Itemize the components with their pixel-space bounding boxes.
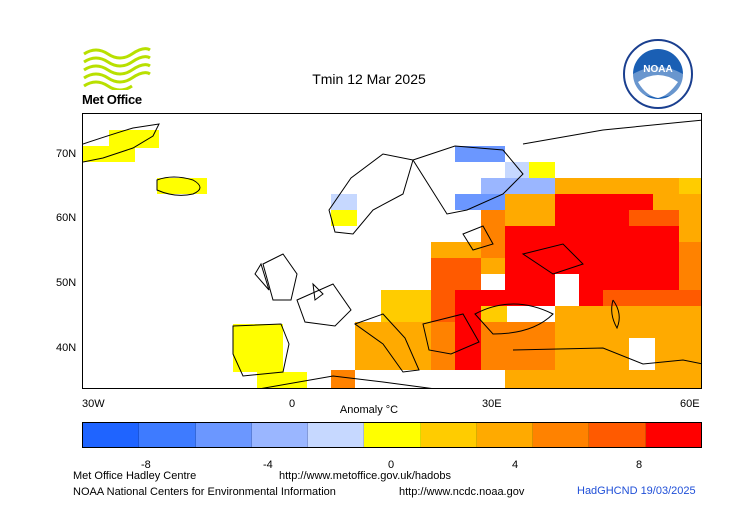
footer-line2-right: http://www.ncdc.noaa.gov [399, 486, 525, 498]
colorbar-swatch [139, 423, 196, 447]
lon-label-30w: 30W [82, 398, 105, 410]
colorbar-swatch [308, 423, 365, 447]
noaa-logo-text: NOAA [643, 64, 672, 75]
footer-line1-left: Met Office Hadley Centre [73, 470, 197, 482]
lon-label-0: 0 [289, 398, 296, 410]
colorbar-label: Anomaly °C [339, 404, 399, 416]
colorbar-tick-minus4: -4 [263, 459, 273, 471]
lon-label-60e: 60E [680, 398, 700, 410]
footer-line2-left: NOAA National Centers for Environmental … [73, 486, 336, 498]
chart-title: Tmin 12 Mar 2025 [312, 71, 426, 87]
map-canvas [83, 119, 701, 388]
met-office-logo-text: Met Office [82, 92, 142, 107]
lat-label-40n: 40N [56, 342, 77, 354]
colorbar-swatch [645, 423, 701, 447]
colorbar-swatch [364, 423, 421, 447]
colorbar-swatch [195, 423, 252, 447]
colorbar-tick-minus8: -8 [141, 459, 151, 471]
lat-label-70n: 70N [56, 148, 77, 160]
anomaly-map [82, 113, 702, 389]
colorbar-tick-8: 8 [636, 459, 643, 471]
lat-label-50n: 50N [56, 277, 77, 289]
colorbar-tick-4: 4 [512, 459, 519, 471]
colorbar [82, 422, 702, 448]
colorbar-swatch [476, 423, 534, 447]
colorbar-swatch [420, 423, 477, 447]
noaa-logo: NOAA [623, 39, 693, 109]
dataset-tag: HadGHCND 19/03/2025 [577, 485, 696, 497]
lat-label-60n: 60N [56, 212, 77, 224]
coastlines [83, 119, 701, 388]
colorbar-swatch [83, 423, 140, 447]
colorbar-swatch [589, 423, 646, 447]
colorbar-tick-0: 0 [388, 459, 395, 471]
met-office-logo [83, 47, 151, 90]
lon-label-30e: 30E [482, 398, 502, 410]
colorbar-swatch [251, 423, 309, 447]
anomaly-cells [83, 130, 701, 388]
colorbar-swatch [533, 423, 590, 447]
footer-line1-right: http://www.metoffice.gov.uk/hadobs [279, 470, 452, 482]
